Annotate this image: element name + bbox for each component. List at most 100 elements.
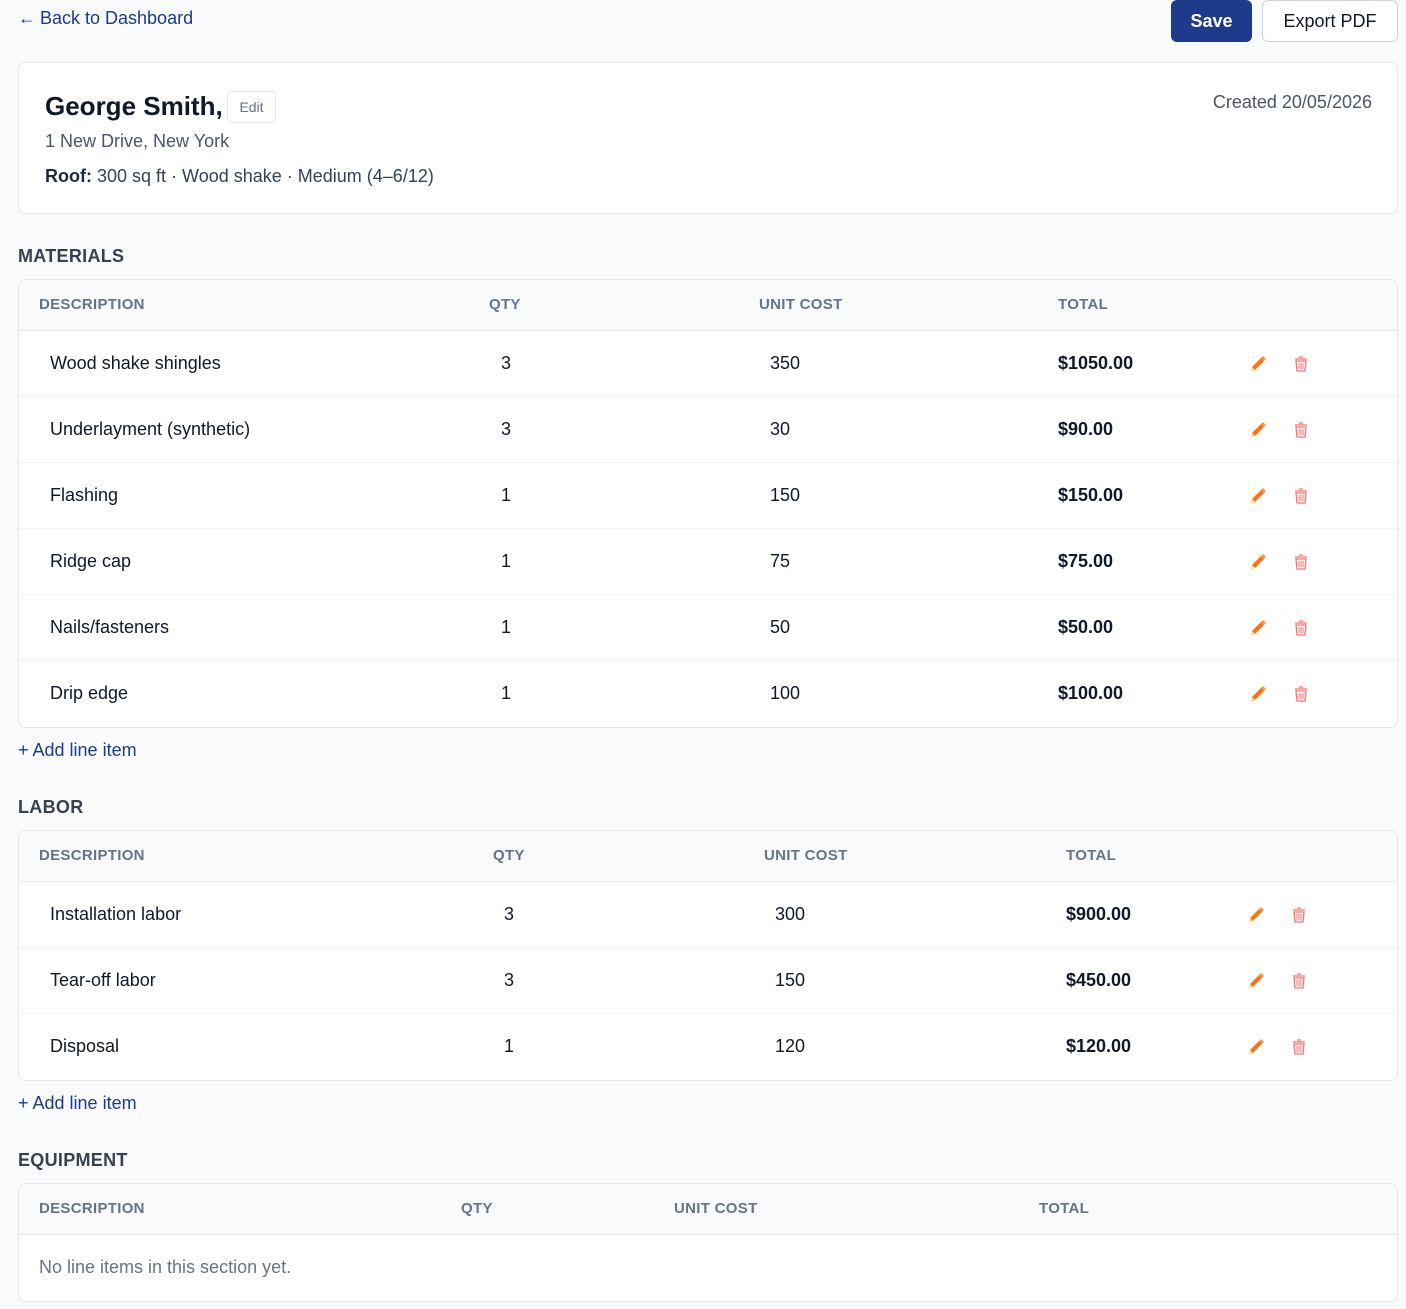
client-name: George Smith,: [45, 91, 223, 121]
edit-client-button[interactable]: Edit: [227, 91, 276, 123]
cell-qty: 3: [504, 904, 515, 924]
cell-description: Drip edge: [50, 683, 129, 703]
column-header-total: TOTAL: [1066, 847, 1117, 864]
cell-total: $100.00: [1058, 683, 1124, 703]
pencil-icon[interactable]: [1244, 969, 1268, 993]
client-info-card: George Smith, Edit Created 20/05/2026 1 …: [18, 62, 1398, 214]
equipment-section-title: EQUIPMENT: [18, 1150, 128, 1170]
cell-unit-cost: 50: [770, 617, 791, 637]
column-header-unit-cost: UNIT COST: [764, 847, 848, 864]
column-header-unit-cost: UNIT COST: [674, 1200, 758, 1217]
cell-unit-cost: 150: [770, 485, 801, 505]
cell-total: $1050.00: [1058, 353, 1134, 373]
column-header-description: DESCRIPTION: [39, 296, 145, 313]
pencil-icon[interactable]: [1246, 352, 1270, 376]
trash-icon[interactable]: [1289, 484, 1313, 508]
cell-unit-cost: 30: [770, 419, 791, 439]
cell-description: Installation labor: [50, 904, 182, 924]
cell-description: Disposal: [50, 1036, 120, 1056]
table-row: Flashing 1 150 $150.00: [19, 463, 1397, 529]
cell-qty: 1: [501, 485, 512, 505]
materials-table: DESCRIPTION QTY UNIT COST TOTAL Wood shake s…: [18, 279, 1398, 728]
created-date: Created 20/05/2026: [1212, 92, 1372, 112]
labor-table: DESCRIPTION QTY UNIT COST TOTAL Installation…: [18, 830, 1398, 1081]
empty-state: No line items in this section yet.: [19, 1235, 1397, 1301]
cell-description: Flashing: [50, 485, 119, 505]
table-row: Installation labor 3 300 $900.00: [19, 882, 1397, 948]
trash-icon[interactable]: [1289, 682, 1313, 706]
cell-total: $120.00: [1066, 1036, 1132, 1056]
column-header-total: TOTAL: [1039, 1200, 1090, 1217]
cell-total: $450.00: [1066, 970, 1132, 990]
save-button[interactable]: Save: [1171, 0, 1252, 42]
back-link-label: Back to Dashboard: [40, 8, 194, 28]
column-header-unit-cost: UNIT COST: [759, 296, 843, 313]
labor-section-title: LABOR: [18, 797, 84, 817]
cell-qty: 1: [501, 683, 512, 703]
cell-qty: 3: [504, 970, 515, 990]
table-header: DESCRIPTION QTY UNIT COST TOTAL: [19, 831, 1397, 882]
trash-icon[interactable]: [1287, 1035, 1311, 1059]
table-row: Underlayment (synthetic) 3 30 $90.00: [19, 397, 1397, 463]
pencil-icon[interactable]: [1246, 682, 1270, 706]
trash-icon[interactable]: [1287, 903, 1311, 927]
pencil-icon[interactable]: [1246, 550, 1270, 574]
cell-qty: 3: [501, 353, 512, 373]
cell-description: Nails/fasteners: [50, 617, 170, 637]
table-row: Wood shake shingles 3 350 $1050.00: [19, 331, 1397, 397]
cell-unit-cost: 350: [770, 353, 801, 373]
pencil-icon[interactable]: [1244, 903, 1268, 927]
client-address: 1 New Drive, New York: [45, 131, 230, 151]
table-header: DESCRIPTION QTY UNIT COST TOTAL: [19, 280, 1397, 331]
trash-icon[interactable]: [1287, 969, 1311, 993]
trash-icon[interactable]: [1289, 616, 1313, 640]
column-header-qty: QTY: [461, 1200, 493, 1217]
cell-total: $75.00: [1058, 551, 1114, 571]
cell-total: $150.00: [1058, 485, 1124, 505]
cell-description: Underlayment (synthetic): [50, 419, 251, 439]
equipment-table: DESCRIPTION QTY UNIT COST TOTAL No line item…: [18, 1183, 1398, 1302]
back-to-dashboard-link[interactable]: ← Back to Dashboard: [18, 8, 193, 29]
cell-unit-cost: 100: [770, 683, 801, 703]
pencil-icon[interactable]: [1246, 616, 1270, 640]
cell-unit-cost: 300: [775, 904, 806, 924]
arrow-left-icon: ←: [18, 8, 36, 28]
cell-total: $900.00: [1066, 904, 1132, 924]
export-pdf-button[interactable]: Export PDF: [1262, 0, 1398, 42]
cell-description: Tear-off labor: [50, 970, 156, 990]
cell-description: Ridge cap: [50, 551, 132, 571]
cell-qty: 1: [504, 1036, 515, 1056]
cell-description: Wood shake shingles: [50, 353, 221, 373]
cell-qty: 1: [501, 551, 512, 571]
column-header-description: DESCRIPTION: [39, 1200, 145, 1217]
table-header: DESCRIPTION QTY UNIT COST TOTAL: [19, 1184, 1397, 1235]
pencil-icon[interactable]: [1246, 484, 1270, 508]
add-line-item-button[interactable]: + Add line item: [18, 740, 137, 760]
column-header-qty: QTY: [493, 847, 525, 864]
trash-icon[interactable]: [1289, 418, 1313, 442]
cell-qty: 1: [501, 617, 512, 637]
cell-total: $90.00: [1058, 419, 1114, 439]
table-row: Disposal 1 120 $120.00: [19, 1014, 1397, 1080]
trash-icon[interactable]: [1289, 550, 1313, 574]
pencil-icon[interactable]: [1244, 1035, 1268, 1059]
add-line-item-button[interactable]: + Add line item: [18, 1093, 137, 1113]
cell-qty: 3: [501, 419, 512, 439]
roof-label: Roof:: [45, 166, 92, 186]
roof-details: Roof: 300 sq ft · Wood shake · Medium (4…: [45, 166, 434, 187]
cell-total: $50.00: [1058, 617, 1114, 637]
table-row: Drip edge 1 100 $100.00: [19, 661, 1397, 727]
pencil-icon[interactable]: [1246, 418, 1270, 442]
cell-unit-cost: 75: [770, 551, 791, 571]
column-header-description: DESCRIPTION: [39, 847, 145, 864]
table-row: Nails/fasteners 1 50 $50.00: [19, 595, 1397, 661]
roof-details-value: 300 sq ft · Wood shake · Medium (4–6/12): [97, 166, 434, 186]
column-header-total: TOTAL: [1058, 296, 1109, 313]
table-row: Tear-off labor 3 150 $450.00: [19, 948, 1397, 1014]
cell-unit-cost: 120: [775, 1036, 806, 1056]
empty-state-text: No line items in this section yet.: [39, 1257, 292, 1277]
trash-icon[interactable]: [1289, 352, 1313, 376]
column-header-qty: QTY: [489, 296, 521, 313]
table-row: Ridge cap 1 75 $75.00: [19, 529, 1397, 595]
materials-section-title: MATERIALS: [18, 246, 125, 266]
